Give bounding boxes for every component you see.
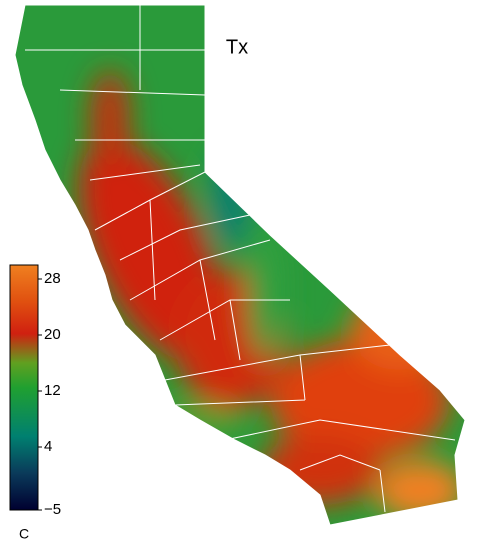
colorbar: [9, 264, 39, 511]
colorbar-tick-label: 28: [44, 270, 61, 287]
colorbar-tick-label: −5: [44, 501, 61, 518]
colorbar-tick-label: 4: [44, 438, 52, 455]
map-title: Tx: [226, 36, 248, 58]
colorbar-unit: C: [19, 526, 29, 542]
county-lines: [25, 5, 456, 513]
colorbar-tick-label: 20: [44, 326, 61, 343]
colorbar-tick-label: 12: [44, 382, 61, 399]
